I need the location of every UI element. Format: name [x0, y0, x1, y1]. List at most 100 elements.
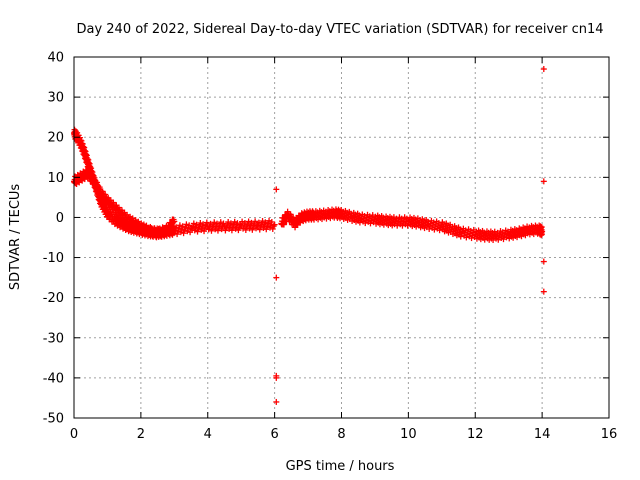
- data-point: [206, 223, 213, 230]
- data-point: [88, 171, 95, 178]
- data-point: [266, 217, 273, 224]
- data-point: [266, 224, 273, 231]
- data-point: [196, 222, 203, 229]
- x-tick-label: 14: [534, 427, 551, 442]
- y-tick-label: -40: [43, 371, 64, 386]
- data-point: [255, 219, 262, 226]
- data-point: [175, 225, 182, 232]
- data-point: [174, 231, 181, 238]
- x-tick-label: 6: [270, 427, 278, 442]
- grid-lines: [74, 57, 609, 418]
- data-point: [214, 227, 221, 234]
- data-point: [94, 179, 101, 186]
- data-point: [503, 234, 510, 241]
- y-tick-label: -10: [43, 251, 64, 266]
- y-tick-label: 10: [47, 171, 64, 186]
- x-tick-label: 12: [467, 427, 484, 442]
- data-point: [251, 221, 258, 228]
- data-point: [367, 220, 374, 227]
- data-point: [231, 218, 238, 225]
- data-point: [96, 184, 103, 191]
- data-point: [197, 219, 204, 226]
- data-points: [71, 66, 547, 405]
- data-point: [176, 222, 183, 229]
- data-point: [172, 227, 179, 234]
- data-point: [217, 219, 224, 226]
- data-point: [195, 225, 202, 232]
- data-point: [468, 235, 475, 242]
- x-tick-label: 8: [337, 427, 345, 442]
- data-point: [191, 227, 198, 234]
- data-point: [264, 223, 271, 230]
- data-point: [463, 234, 470, 241]
- data-point: [245, 218, 252, 225]
- x-tick-label: 0: [70, 427, 78, 442]
- data-point: [99, 188, 106, 195]
- data-point: [362, 220, 369, 227]
- y-tick-label: 40: [47, 51, 64, 66]
- x-tick-label: 4: [204, 427, 212, 442]
- data-point: [201, 228, 208, 235]
- data-point: [230, 221, 237, 228]
- data-point: [200, 221, 207, 228]
- data-point: [259, 218, 266, 225]
- y-tick-labels: -50 -40 -30 -20 -10 0 10 20 30 40: [43, 51, 64, 427]
- data-point: [215, 224, 222, 231]
- data-point: [257, 223, 264, 230]
- data-point: [436, 227, 443, 234]
- data-point: [431, 226, 438, 233]
- data-point: [246, 225, 253, 232]
- data-point: [194, 228, 201, 235]
- data-point: [82, 167, 89, 174]
- data-point: [205, 226, 212, 233]
- data-point: [83, 152, 90, 159]
- data-point-outlier: [273, 274, 280, 281]
- data-point: [212, 226, 219, 233]
- data-point-outlier: [273, 186, 280, 193]
- data-point: [262, 219, 269, 226]
- data-point: [234, 220, 241, 227]
- y-tick-label: 0: [56, 211, 64, 226]
- data-point: [539, 228, 546, 235]
- data-point: [203, 219, 210, 226]
- data-point-outlier: [540, 178, 547, 185]
- data-point: [216, 221, 223, 228]
- data-point: [227, 220, 234, 227]
- data-point: [192, 224, 199, 231]
- y-tick-label: -20: [43, 291, 64, 306]
- data-point: [214, 220, 221, 227]
- data-point-outlier: [540, 66, 547, 73]
- data-point: [182, 224, 189, 231]
- data-point: [171, 218, 178, 225]
- data-point: [224, 221, 231, 228]
- data-point: [207, 220, 214, 227]
- data-point: [179, 223, 186, 230]
- data-point: [229, 224, 236, 231]
- data-point: [225, 218, 232, 225]
- data-point: [181, 227, 188, 234]
- data-point: [265, 220, 272, 227]
- x-tick-label: 10: [400, 427, 417, 442]
- data-point: [243, 224, 250, 231]
- data-point: [187, 229, 194, 236]
- x-tick-label: 2: [137, 427, 145, 442]
- data-point: [258, 220, 265, 227]
- y-tick-label: -50: [43, 412, 64, 427]
- data-point: [188, 226, 195, 233]
- data-point: [426, 225, 433, 232]
- data-point: [175, 228, 182, 235]
- x-tick-label: 16: [601, 427, 618, 442]
- data-point-outlier: [273, 398, 280, 405]
- data-point: [102, 191, 109, 198]
- data-point: [177, 229, 184, 236]
- y-axis-label: SDTVAR / TECUs: [8, 184, 23, 291]
- data-point: [208, 227, 215, 234]
- data-point: [269, 225, 276, 232]
- data-point: [211, 219, 218, 226]
- data-point: [227, 223, 234, 230]
- y-tick-label: -30: [43, 331, 64, 346]
- data-point: [190, 220, 197, 227]
- plot-frame: [73, 56, 610, 419]
- data-point: [287, 211, 294, 218]
